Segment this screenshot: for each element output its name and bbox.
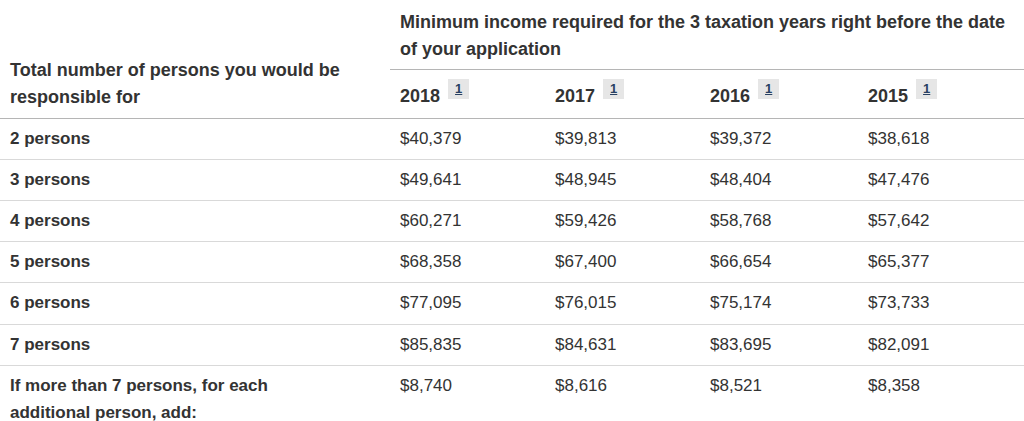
table-header: Total number of persons you would be res… [0, 0, 1024, 118]
table-row: 2 persons$40,379$39,813$39,372$38,618 [0, 118, 1024, 159]
income-value: $67,400 [545, 242, 700, 283]
year-column-header: 2015 1 [858, 70, 1024, 119]
income-value: $47,476 [858, 159, 1024, 200]
income-value: $73,733 [858, 283, 1024, 324]
row-label: 2 persons [0, 118, 390, 159]
income-value: $8,358 [858, 365, 1024, 421]
row-label: 5 persons [0, 242, 390, 283]
year-column-header: 2016 1 [700, 70, 858, 119]
year-label: 2015 [868, 86, 908, 106]
table-row: 4 persons$60,271$59,426$58,768$57,642 [0, 200, 1024, 241]
income-value: $49,641 [390, 159, 545, 200]
group-header-text: Minimum income required for the 3 taxati… [400, 9, 1020, 63]
table-body: 2 persons$40,379$39,813$39,372$38,6183 p… [0, 118, 1024, 421]
footnote-sup: 1 [750, 81, 779, 98]
year-column-header: 2018 1 [390, 70, 545, 119]
income-value: $76,015 [545, 283, 700, 324]
income-value: $38,618 [858, 118, 1024, 159]
row-label: 7 persons [0, 324, 390, 365]
income-value: $75,174 [700, 283, 858, 324]
table-row: 3 persons$49,641$48,945$48,404$47,476 [0, 159, 1024, 200]
table-row: If more than 7 persons, for each additio… [0, 365, 1024, 421]
income-value: $82,091 [858, 324, 1024, 365]
footnote-sup: 1 [595, 81, 624, 98]
income-value: $8,616 [545, 365, 700, 421]
income-value: $8,740 [390, 365, 545, 421]
row-label: 6 persons [0, 283, 390, 324]
year-label: 2018 [400, 86, 440, 106]
income-value: $59,426 [545, 200, 700, 241]
row-label: 3 persons [0, 159, 390, 200]
footnote-link[interactable]: 1 [758, 79, 779, 99]
income-value: $57,642 [858, 200, 1024, 241]
income-value: $48,404 [700, 159, 858, 200]
income-value: $60,271 [390, 200, 545, 241]
year-column-header: 2017 1 [545, 70, 700, 119]
row-label: 4 persons [0, 200, 390, 241]
year-label: 2017 [555, 86, 595, 106]
group-header: Minimum income required for the 3 taxati… [390, 0, 1024, 70]
table-row: 6 persons$77,095$76,015$75,174$73,733 [0, 283, 1024, 324]
footnote-link[interactable]: 1 [916, 79, 937, 99]
income-value: $84,631 [545, 324, 700, 365]
footnote-link[interactable]: 1 [603, 79, 624, 99]
income-value: $8,521 [700, 365, 858, 421]
income-value: $40,379 [390, 118, 545, 159]
group-header-row: Total number of persons you would be res… [0, 0, 1024, 70]
income-value: $48,945 [545, 159, 700, 200]
table-row: 7 persons$85,835$84,631$83,695$82,091 [0, 324, 1024, 365]
year-label: 2016 [710, 86, 750, 106]
income-value: $66,654 [700, 242, 858, 283]
income-value: $39,813 [545, 118, 700, 159]
income-value: $68,358 [390, 242, 545, 283]
income-value: $77,095 [390, 283, 545, 324]
footnote-link[interactable]: 1 [448, 79, 469, 99]
income-requirements-table: Total number of persons you would be res… [0, 0, 1024, 421]
footnote-sup: 1 [440, 81, 469, 98]
income-value: $58,768 [700, 200, 858, 241]
income-value: $83,695 [700, 324, 858, 365]
row-label: If more than 7 persons, for each additio… [0, 365, 390, 421]
row-header-label: Total number of persons you would be res… [0, 0, 390, 118]
table-row: 5 persons$68,358$67,400$66,654$65,377 [0, 242, 1024, 283]
income-value: $65,377 [858, 242, 1024, 283]
income-value: $39,372 [700, 118, 858, 159]
income-value: $85,835 [390, 324, 545, 365]
footnote-sup: 1 [908, 81, 937, 98]
